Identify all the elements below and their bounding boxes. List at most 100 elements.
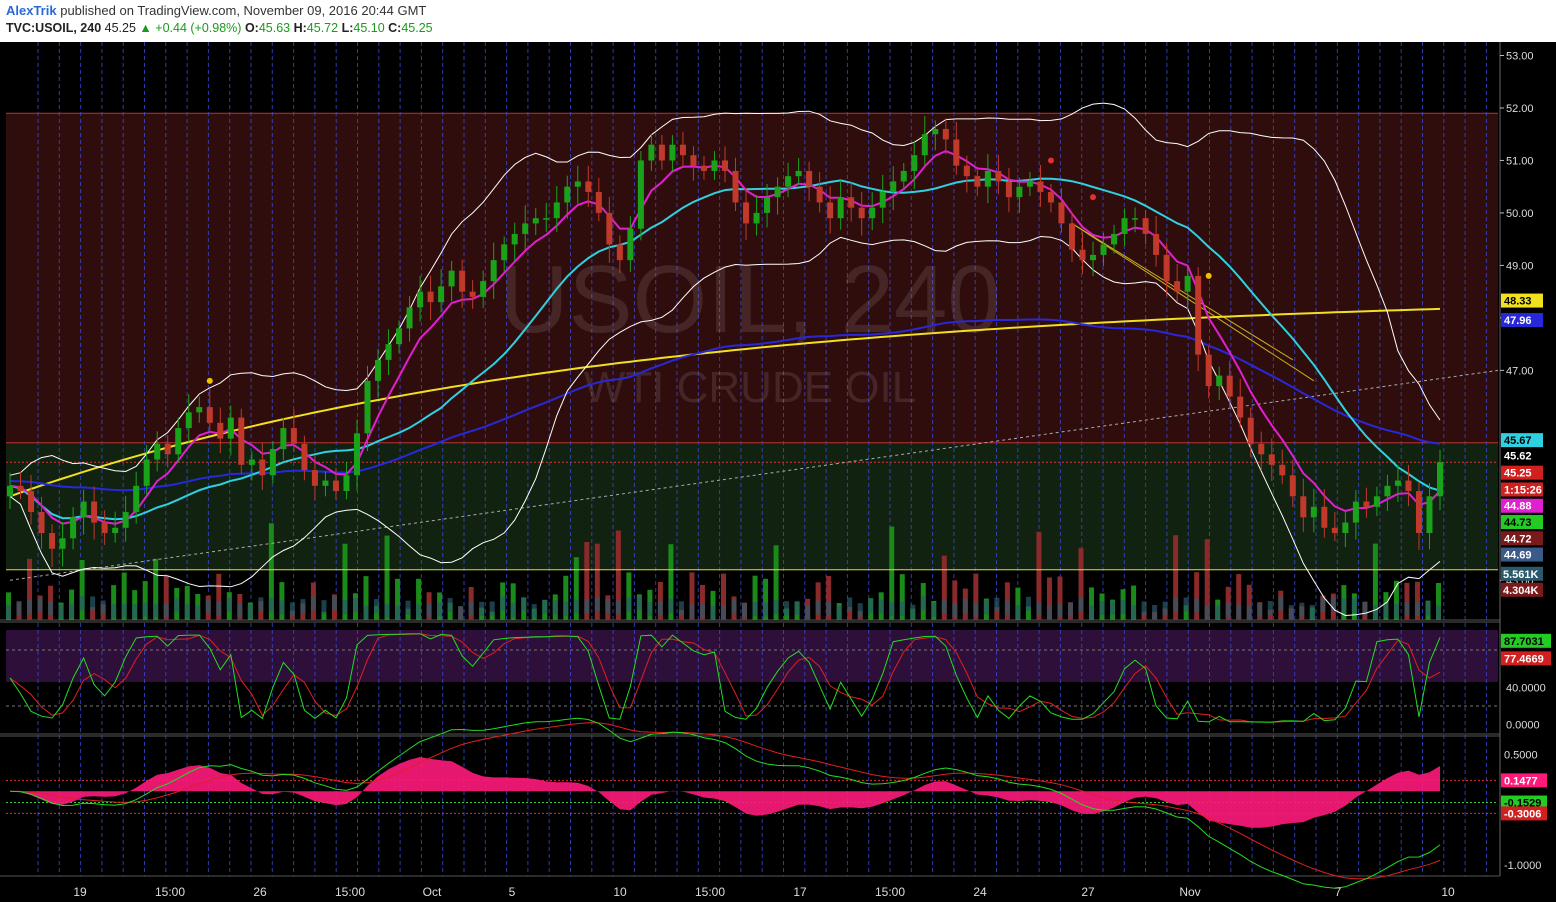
volume-ma-bar xyxy=(289,602,295,617)
volume-ma-bar xyxy=(1372,604,1378,619)
volume-bar xyxy=(952,580,958,620)
candle-body xyxy=(585,181,592,192)
volume-bar xyxy=(384,535,390,620)
volume-ma-bar xyxy=(331,596,337,611)
volume-bar xyxy=(1436,583,1441,620)
price-tick-label: 51.00 xyxy=(1506,155,1534,167)
volume-ma-bar xyxy=(1036,601,1042,616)
volume-ma-bar xyxy=(16,600,22,615)
candle-body xyxy=(1331,527,1338,534)
volume-ma-bar xyxy=(878,599,884,614)
candle-body xyxy=(1037,181,1044,192)
candle-body xyxy=(290,428,297,444)
volume-bar xyxy=(216,573,222,620)
volume-ma-bar xyxy=(374,599,380,614)
candle-body xyxy=(1289,475,1296,497)
candle-body xyxy=(1394,480,1401,486)
volume-bar xyxy=(142,581,148,620)
last-price: 45.25 xyxy=(104,21,136,35)
candle-body xyxy=(143,459,150,486)
candle-body xyxy=(627,228,634,261)
volume-ma-bar xyxy=(952,603,958,618)
watermark-subtitle: WTI CRUDE OIL xyxy=(584,363,916,412)
candle-body xyxy=(1047,191,1054,203)
candle-body xyxy=(343,475,350,492)
price-tag-label: 45.25 xyxy=(1504,468,1532,480)
volume-ma-bar xyxy=(1004,600,1010,615)
volume-ma-bar xyxy=(657,600,663,615)
volume-ma-bar xyxy=(931,602,937,617)
candle-body xyxy=(900,170,907,182)
bollinger-upper xyxy=(9,102,1441,476)
volume-ma-bar xyxy=(437,602,443,617)
chart-canvas[interactable]: USOIL, 240 WTI CRUDE OIL 53.00 52.00 51.00… xyxy=(0,42,1556,902)
candle-body xyxy=(921,134,928,156)
volume-ma-bar xyxy=(163,603,169,618)
price-tag xyxy=(1501,515,1543,530)
candle-body xyxy=(511,233,518,245)
volume-ma-bar xyxy=(699,603,705,618)
volume-ma-bar xyxy=(447,598,453,613)
signal-dot xyxy=(1047,157,1054,164)
candle-body xyxy=(1437,462,1443,497)
volume-ma-bar xyxy=(973,602,979,617)
volume-ma-bar xyxy=(647,602,653,617)
candle-body xyxy=(932,128,939,135)
candle-body xyxy=(1005,181,1012,198)
price-tick-label: 52.00 xyxy=(1506,103,1534,115)
price-tag-label: 44.88 xyxy=(1504,501,1532,513)
volume-bar xyxy=(699,584,705,620)
time-axis[interactable]: 19 15:00 26 15:00 Oct 5 10 15:00 17 15:00 24 27 Nov 7… xyxy=(73,885,1455,899)
chart-bands xyxy=(0,112,1556,877)
candle-body xyxy=(427,291,434,303)
price-tag-label: 48.33 xyxy=(1504,296,1532,308)
author-link[interactable]: AlexTrik xyxy=(6,3,57,18)
candle-body xyxy=(984,170,991,187)
candle-body xyxy=(206,407,213,423)
volume-ma-bar xyxy=(552,600,558,615)
price-tag-label: 44.73 xyxy=(1504,517,1532,529)
volume-ma-bar xyxy=(731,599,737,614)
time-tick-label: 10 xyxy=(613,885,627,899)
candle-body xyxy=(1132,218,1139,220)
low-value: 45.10 xyxy=(353,21,385,35)
price-tick-label: 53.00 xyxy=(1506,50,1534,62)
volume-ma-bar xyxy=(784,601,790,616)
price-tag-label: 1:15:26 xyxy=(1504,484,1542,496)
candle-body xyxy=(974,176,981,187)
volume-ma-bar xyxy=(1236,604,1242,619)
volume-ma-bar xyxy=(1215,605,1221,620)
candle-body xyxy=(522,223,529,234)
volume-ma-bar xyxy=(237,603,243,618)
low-label: L: xyxy=(341,21,354,35)
open-value: 45.63 xyxy=(258,21,291,35)
time-tick-label: 15:00 xyxy=(875,885,905,899)
candle-body xyxy=(890,181,897,192)
volume-ma-bar xyxy=(90,596,96,611)
candle-body xyxy=(396,328,403,345)
volume-bar xyxy=(584,542,590,620)
volume-ma-bar xyxy=(310,596,316,611)
candle-body xyxy=(259,459,266,476)
volume-ma-bar xyxy=(899,601,905,616)
ohlc-line: TVC:USOIL, 240 45.25 ▲ +0.44 (+0.98%) O:… xyxy=(6,21,433,35)
candle-body xyxy=(1058,202,1065,224)
candle-body xyxy=(1079,249,1086,261)
stoch-tick-label: 40.0000 xyxy=(1506,682,1546,694)
stoch-band-fill xyxy=(6,630,1498,682)
volume-bar xyxy=(563,575,569,620)
volume-ma-bar xyxy=(1246,605,1252,620)
price-tag xyxy=(1501,498,1543,513)
candle-body xyxy=(1016,186,1023,198)
volume-ma-bar xyxy=(489,601,495,616)
macd-tag-label: -0.3006 xyxy=(1504,808,1541,820)
volume-ma-bar xyxy=(1330,597,1336,612)
price-tag xyxy=(1501,293,1543,308)
volume-ma-bar xyxy=(920,596,926,611)
volume-bar xyxy=(1046,577,1052,620)
signal-dot xyxy=(1090,194,1097,201)
candle-body xyxy=(1268,454,1275,465)
candle-body xyxy=(690,155,697,166)
volume-ma-bar xyxy=(1351,598,1357,613)
volume-bar xyxy=(153,558,159,620)
